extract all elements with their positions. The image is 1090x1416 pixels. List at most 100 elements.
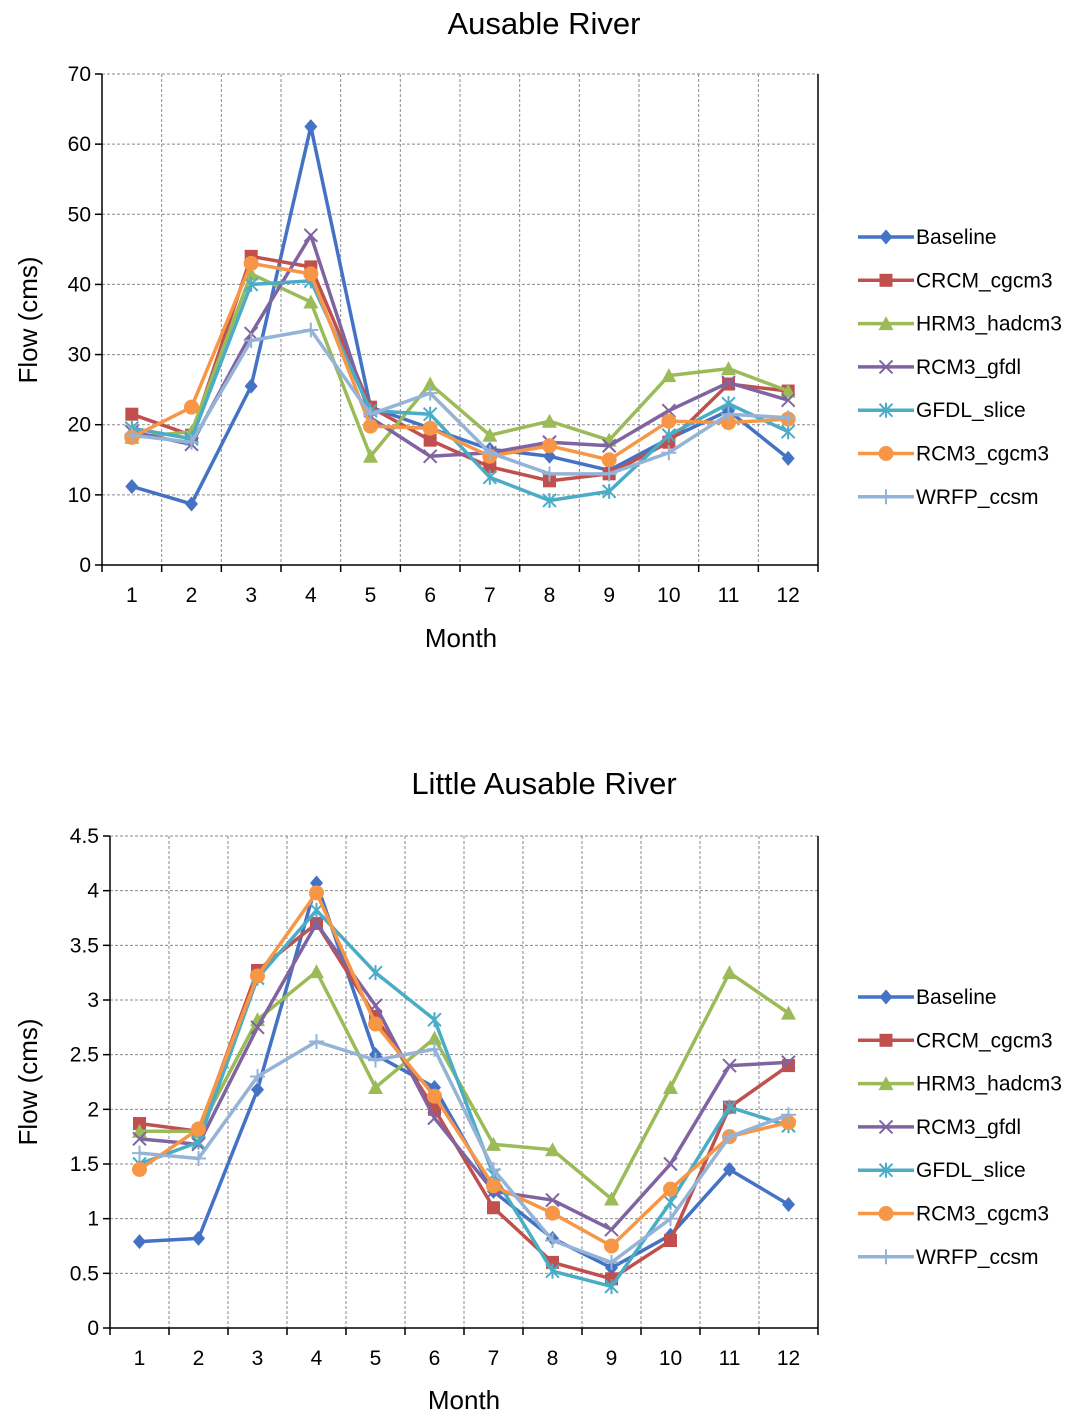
data-point [663, 1194, 678, 1210]
data-point [604, 1238, 619, 1254]
data-point [487, 1201, 500, 1215]
series-line [139, 881, 790, 1270]
x-tick-label: 7 [488, 1347, 500, 1370]
data-point [545, 1192, 560, 1208]
data-point [368, 1079, 383, 1094]
data-point [422, 385, 438, 401]
x-tick-label: 4 [311, 1347, 323, 1370]
legend-swatch-marker [879, 273, 893, 287]
data-point [482, 445, 498, 461]
data-point [486, 1136, 501, 1151]
data-point [780, 383, 796, 398]
series-rcm3-gfdl [132, 916, 796, 1237]
series-rcm3-cgcm3 [124, 255, 796, 468]
legend-item: Baseline [858, 226, 997, 249]
y-tick-label: 20 [68, 414, 91, 437]
x-tick-label: 5 [370, 1347, 382, 1370]
data-point [368, 1052, 383, 1068]
legend-swatch-marker [878, 402, 894, 418]
legend-item: HRM3_hadcm3 [858, 1073, 1062, 1096]
data-point [661, 368, 677, 383]
data-point [422, 420, 438, 436]
data-point [125, 478, 139, 494]
data-point [601, 438, 617, 453]
y-tick-label: 0 [79, 554, 91, 577]
legend-swatch-marker [878, 359, 894, 375]
data-point [427, 1012, 442, 1028]
data-point [250, 1020, 265, 1035]
legend-swatch-marker [878, 489, 894, 505]
legend-swatch-marker [878, 1206, 894, 1221]
x-tick-label: 1 [134, 1347, 146, 1370]
series-line [138, 891, 789, 1248]
data-point [243, 276, 259, 292]
data-point [483, 460, 497, 474]
legend-item: RCM3_gfdl [858, 1116, 1021, 1139]
data-point [250, 1069, 265, 1085]
data-point [191, 1134, 206, 1150]
legend: Baseline CRCM_cgcm3 HRM3_hadcm3 RCM3_gfdl GF… [858, 986, 1062, 1269]
data-point [543, 448, 556, 464]
y-tick-label: 3 [87, 989, 99, 1012]
data-point [722, 1058, 737, 1073]
y-tick-label: 50 [68, 203, 91, 226]
data-point [125, 407, 139, 421]
ausable-river-chart: Ausable River Month Flow (cms) 0 10 20 30 40… [13, 6, 1062, 653]
data-point [309, 885, 324, 901]
legend-item: GFDL_slice [858, 399, 1026, 422]
legend-item: HRM3_hadcm3 [858, 313, 1062, 336]
data-point [722, 1099, 737, 1115]
data-point [545, 1233, 560, 1249]
chart-title: Ausable River [448, 6, 641, 41]
data-point [244, 378, 258, 394]
legend-swatch-marker [878, 446, 894, 461]
x-tick-label: 3 [252, 1347, 264, 1370]
data-point [780, 424, 796, 440]
y-tick-label: 1 [87, 1208, 99, 1231]
data-point [661, 403, 677, 418]
y-tick-label: 2 [87, 1098, 99, 1121]
legend-label: CRCM_cgcm3 [916, 269, 1053, 292]
data-point [663, 1181, 678, 1197]
data-point [132, 1145, 147, 1161]
y-axis-label: Flow (cms) [13, 1018, 43, 1145]
legend-item: CRCM_cgcm3 [858, 269, 1053, 292]
data-point [422, 376, 438, 391]
data-point [722, 1129, 737, 1145]
series-hrm3-hadcm3 [124, 266, 796, 463]
data-point [604, 1254, 619, 1270]
legend-label: RCM3_cgcm3 [916, 443, 1049, 466]
data-point [303, 266, 319, 282]
data-point [781, 1107, 796, 1123]
data-point [542, 438, 557, 454]
y-axis-label: Flow (cms) [13, 256, 43, 383]
little-ausable-river-chart: Little Ausable River Month Flow (cms) 0 0… [13, 766, 1062, 1415]
data-point [133, 1234, 146, 1250]
x-tick-label: 3 [245, 584, 257, 607]
data-point [309, 964, 324, 979]
data-point [303, 322, 319, 338]
data-point [601, 483, 617, 499]
legend-swatch-marker [878, 1076, 894, 1091]
y-tick-label: 2.5 [70, 1044, 99, 1067]
data-point [368, 1016, 383, 1032]
series-line [131, 272, 789, 459]
legend-label: WRFP_ccsm [916, 486, 1039, 509]
data-point [427, 1110, 442, 1126]
legend-item: CRCM_cgcm3 [858, 1029, 1053, 1052]
y-tick-label: 70 [68, 63, 91, 86]
legend-label: GFDL_slice [916, 399, 1026, 422]
data-point [243, 333, 259, 349]
data-point [781, 1055, 796, 1070]
data-point [545, 1142, 560, 1157]
data-point [486, 1161, 501, 1177]
data-point [545, 1205, 560, 1221]
data-point [184, 434, 199, 450]
data-point [309, 1034, 324, 1050]
data-point [723, 1161, 736, 1177]
legend-swatch-marker [878, 1119, 894, 1135]
legend-swatch-marker [878, 1249, 894, 1265]
legend-swatch-marker [879, 1033, 893, 1047]
legend-label: RCM3_cgcm3 [916, 1203, 1049, 1226]
x-axis-label: Month [428, 1385, 500, 1415]
